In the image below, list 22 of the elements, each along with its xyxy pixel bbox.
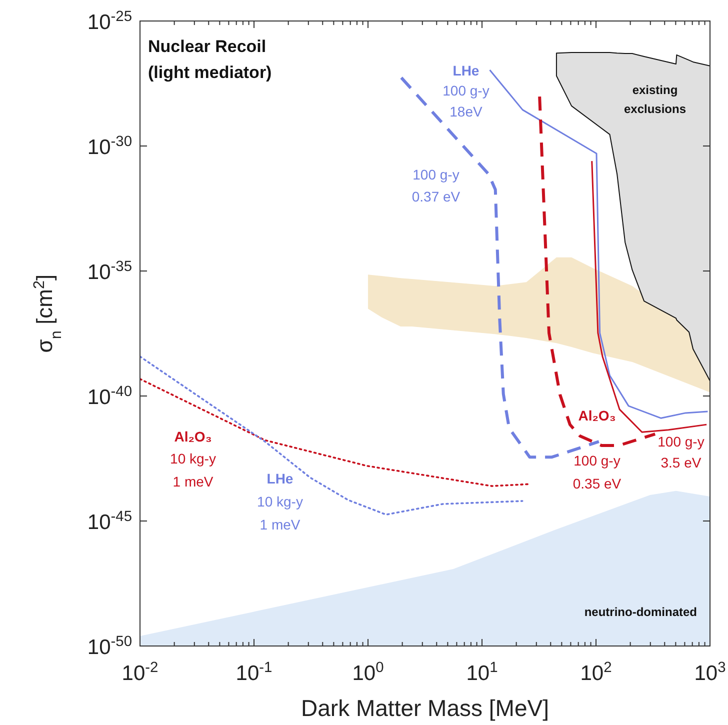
series-label: 100 g-y 0.37 eV	[412, 166, 461, 205]
y-tick-label: 10$^{-45}$	[87, 509, 132, 534]
x-tick-label: 10$^{3}$	[694, 660, 726, 685]
x-axis-title: Dark Matter Mass [MeV]	[301, 695, 549, 721]
x-tick-label: 10$^{0}$	[352, 660, 384, 685]
y-tick-label: 10$^{-50}$	[87, 634, 132, 659]
x-tick-label: 10$^{2}$	[580, 660, 612, 685]
y-tick-label: 10$^{-30}$	[87, 134, 132, 159]
series-label: existing exclusions	[624, 83, 686, 116]
x-tick-label: 10$^{-1}$	[236, 660, 272, 685]
text: Nuclear Recoil (light mediator)	[148, 37, 272, 82]
x-tick-label: 10$^{-2}$	[122, 660, 158, 685]
series-label: LHe 100 g-y 18eV	[442, 62, 490, 120]
series-label: 100 g-y 3.5 eV	[658, 434, 704, 471]
y-tick-label: 10$^{-25}$	[87, 9, 132, 34]
x-tick-label: 10$^{1}$	[466, 660, 498, 685]
y-tick-label: 10$^{-35}$	[87, 259, 132, 284]
series-label: LHe 10 kg-y 1 meV	[257, 470, 303, 533]
series-label: neutrino-dominated	[584, 605, 697, 620]
series-label: Al₂O₃ 10 kg-y 1 meV	[170, 428, 216, 490]
y-tick-label: 10$^{-40}$	[87, 384, 132, 409]
text: Al₂O₃ 100 g-y 0.35 eV	[572, 408, 622, 492]
